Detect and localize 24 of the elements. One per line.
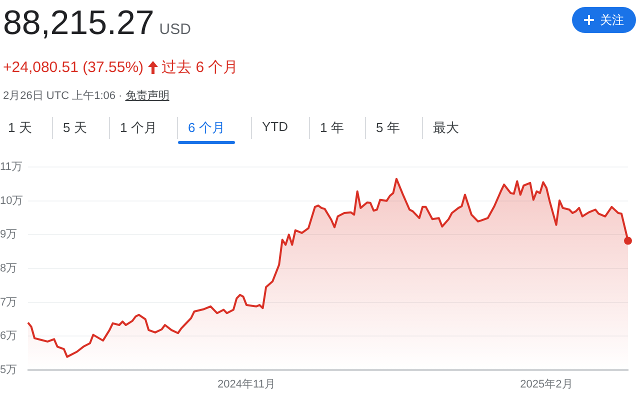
- text: 1 天: [8, 119, 32, 137]
- y-tick-label: 9万: [0, 228, 18, 241]
- text: +24,080.51 (37.55%): [3, 59, 144, 76]
- text: 1 个月: [120, 119, 157, 137]
- y-tick-label: 11万: [0, 161, 22, 174]
- text: 免责声明: [125, 90, 170, 102]
- y-tick-label: 6万: [0, 330, 18, 342]
- x-tick-label: 2025年2月: [520, 378, 573, 391]
- x-tick-label: 2024年11月: [218, 378, 276, 391]
- text: YTD: [262, 119, 288, 134]
- text: 1 年: [320, 119, 344, 137]
- text: 过去 6 个月: [162, 58, 238, 77]
- y-tick-label: 10万: [0, 194, 24, 207]
- text: 关注: [600, 12, 624, 28]
- text: 5 天: [63, 119, 87, 137]
- text: 最大: [433, 119, 459, 137]
- text: 2月26日 UTC 上午1:06 ·: [3, 90, 124, 102]
- text: 6 个月: [188, 119, 225, 137]
- text: 5 年: [376, 119, 400, 137]
- y-tick-label: 8万: [0, 262, 18, 275]
- chart-subtitle: USD: [159, 21, 191, 38]
- chart-title: 88,215.27: [3, 4, 154, 42]
- y-tick-label: 7万: [0, 296, 18, 308]
- y-tick-label: 5万: [0, 364, 18, 376]
